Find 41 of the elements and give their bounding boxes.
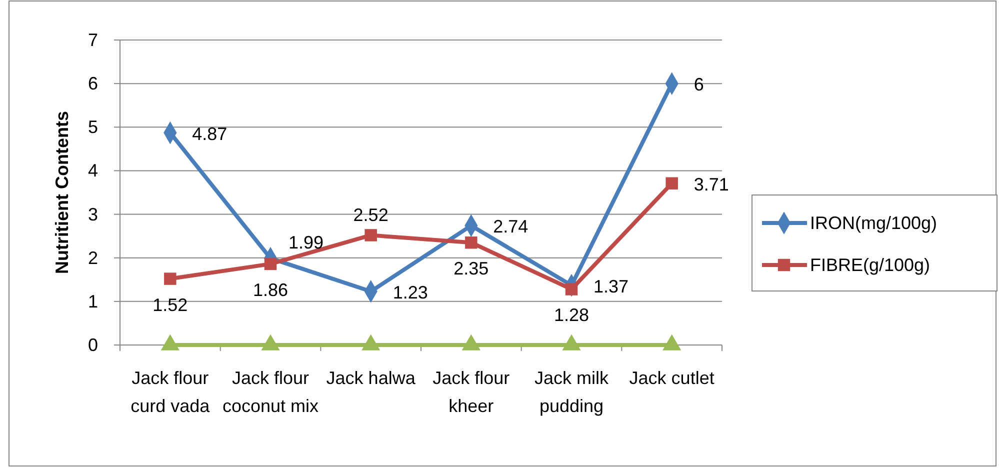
point [264,258,277,270]
point [562,334,581,350]
point [666,177,678,190]
y-tick-label: 1 [88,291,98,312]
data-label: 4.87 [192,124,228,144]
y-tick-label: 3 [88,204,98,224]
legend-label: FIBRE(g/100g) [810,255,930,275]
point [462,334,480,350]
data-label: 1.52 [152,294,188,315]
point [465,236,478,249]
x-tick-label: Jack flour curd vada [130,368,211,416]
y-tick-label: 7 [88,30,98,50]
data-label: 2.52 [353,205,388,226]
y-axis-title: Nutritient Contents [52,111,72,274]
point [364,229,377,242]
y-tick-label: 4 [88,160,98,181]
point [662,334,682,350]
y-tick-label: 2 [88,248,98,268]
legend-label: IRON(mg/100g) [810,213,938,233]
point [362,334,380,350]
point [160,334,180,350]
data-label: 1.37 [594,276,629,296]
data-label: 1.99 [288,232,324,252]
data-label: 1.28 [554,305,590,326]
data-label: 2.35 [454,258,489,279]
data-label: 2.74 [493,216,528,237]
x-tick-label: Jack milk pudding [534,368,610,416]
data-label: 3.71 [694,174,729,194]
point [565,283,578,296]
y-tick-label: 6 [88,74,98,94]
x-tick-label: Jack flour kheer [432,368,510,416]
data-label: 1.23 [392,282,428,302]
y-tick-label: 0 [88,335,98,355]
x-tick-label: Jack cutlet [629,368,714,388]
y-tick-label: 5 [88,117,98,138]
data-label: 6 [694,74,704,95]
point [164,272,176,285]
x-tick-label: Jack halwa [326,368,416,388]
point [261,334,280,350]
x-tick-label: Jack flour coconut mix [222,368,319,416]
data-label: 1.86 [252,280,288,300]
